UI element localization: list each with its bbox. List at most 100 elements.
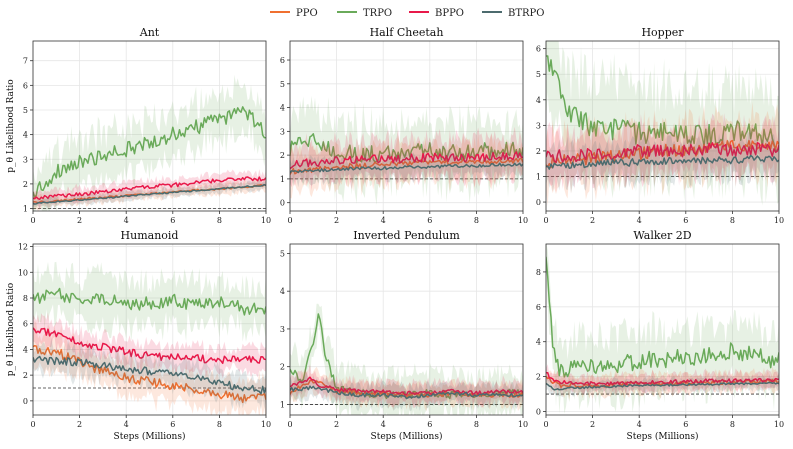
x-tick-label-2: 2 <box>77 420 82 429</box>
series-line-bppo-half-cheetah <box>290 151 523 170</box>
y-tick-label-2: 2 <box>23 371 28 380</box>
band-trpo-ant <box>33 74 266 211</box>
band-btrpo-humanoid <box>33 338 266 410</box>
x-tick-label-10: 10 <box>261 420 271 429</box>
series-line-bppo-ant <box>33 176 266 201</box>
x-tick-label-8: 8 <box>474 216 479 225</box>
series-line-btrpo-humanoid <box>33 355 266 395</box>
y-tick-label-4: 4 <box>280 104 285 113</box>
x-tick-label-10: 10 <box>518 420 528 429</box>
y-tick-label-4: 4 <box>280 287 285 296</box>
series-line-ppo-humanoid <box>33 344 266 404</box>
x-tick-label-2: 2 <box>334 420 339 429</box>
x-tick-label-10: 10 <box>774 420 784 429</box>
y-tick-label-2: 2 <box>536 147 541 156</box>
y-tick-label-4: 4 <box>536 96 541 105</box>
series-line-btrpo-hopper <box>546 154 779 170</box>
y-tick-label-6: 6 <box>23 320 28 329</box>
band-btrpo-half-cheetah <box>290 148 523 188</box>
x-tick-label-8: 8 <box>217 216 222 225</box>
x-axis-label-walker-2d: Steps (Millions) <box>627 431 699 442</box>
panel-title-ant: Ant <box>139 26 160 39</box>
plot-area-ant <box>33 74 266 211</box>
y-tick-label-3: 3 <box>280 127 285 136</box>
axes-frame-hopper <box>545 40 780 212</box>
y-tick-label-12: 12 <box>18 243 28 252</box>
y-tick-label-2: 2 <box>280 151 285 160</box>
y-tick-label-1: 1 <box>280 175 285 184</box>
y-tick-label-2: 2 <box>536 373 541 382</box>
series-line-bppo-humanoid <box>33 327 266 365</box>
axes-frame-half-cheetah <box>289 40 524 212</box>
series-line-btrpo-ant <box>33 183 266 205</box>
x-tick-label-0: 0 <box>287 216 292 225</box>
legend-label-ppo: PPO <box>296 8 318 19</box>
band-trpo-inverted-pendulum <box>290 303 523 415</box>
axes-frame-humanoid <box>32 243 267 416</box>
y-axis-label-humanoid: p_θ Likelihood Ratio <box>6 283 16 376</box>
y-tick-label-2: 2 <box>23 180 28 189</box>
x-tick-label-8: 8 <box>474 420 479 429</box>
x-tick-label-2: 2 <box>77 216 82 225</box>
y-tick-label-1: 1 <box>536 172 541 181</box>
series-line-trpo-humanoid <box>33 287 266 316</box>
x-tick-label-4: 4 <box>124 216 129 225</box>
axes-frame-inverted-pendulum <box>289 243 524 416</box>
x-tick-label-0: 0 <box>543 216 548 225</box>
band-trpo-hopper <box>546 41 779 206</box>
x-tick-label-10: 10 <box>518 216 528 225</box>
x-axis-label-humanoid: Steps (Millions) <box>114 431 186 442</box>
x-tick-label-6: 6 <box>427 420 432 429</box>
y-tick-label-5: 5 <box>280 80 285 89</box>
band-trpo-walker-2d <box>546 244 779 414</box>
y-tick-label-6: 6 <box>23 81 28 90</box>
x-tick-label-8: 8 <box>730 420 735 429</box>
y-tick-label-8: 8 <box>23 294 28 303</box>
series-line-btrpo-half-cheetah <box>290 162 523 174</box>
x-tick-label-6: 6 <box>683 420 688 429</box>
x-axis-label-inverted-pendulum: Steps (Millions) <box>371 431 443 442</box>
band-bppo-inverted-pendulum <box>290 364 523 408</box>
axes-frame-walker-2d <box>545 243 780 416</box>
y-tick-label-2: 2 <box>280 363 285 372</box>
y-tick-label-0: 0 <box>23 397 28 406</box>
x-tick-label-6: 6 <box>170 216 175 225</box>
panel-title-humanoid: Humanoid <box>121 229 179 242</box>
band-btrpo-inverted-pendulum <box>290 372 523 412</box>
legend: PPO TRPO BPPO BTRPO <box>270 8 544 19</box>
x-tick-label-8: 8 <box>217 420 222 429</box>
legend-label-bppo: BPPO <box>435 8 464 19</box>
series-line-bppo-walker-2d <box>546 371 779 386</box>
panel-title-inverted-pendulum: Inverted Pendulum <box>353 229 460 242</box>
y-tick-label-8: 8 <box>536 268 541 277</box>
legend-label-trpo: TRPO <box>363 8 392 19</box>
band-bppo-humanoid <box>33 312 266 379</box>
x-tick-label-4: 4 <box>381 216 386 225</box>
x-tick-label-0: 0 <box>30 216 35 225</box>
plot-area-hopper <box>546 41 779 207</box>
plot-area-inverted-pendulum <box>290 303 523 415</box>
x-tick-label-2: 2 <box>334 216 339 225</box>
x-tick-label-4: 4 <box>381 420 386 429</box>
panel-half-cheetah: 0 2 4 6 8 10 0 1 2 3 4 5 6 Half Cheetah <box>280 26 528 225</box>
band-ppo-inverted-pendulum <box>290 366 523 412</box>
y-tick-label-4: 4 <box>23 345 28 354</box>
panel-hopper: 0 2 4 6 8 10 0 1 2 3 4 5 6 Hopper <box>536 26 784 225</box>
y-tick-label-6: 6 <box>536 45 541 54</box>
panel-title-half-cheetah: Half Cheetah <box>370 26 444 39</box>
x-tick-label-2: 2 <box>590 420 595 429</box>
x-tick-label-2: 2 <box>590 216 595 225</box>
y-tick-label-7: 7 <box>23 57 28 66</box>
y-tick-label-3: 3 <box>280 325 285 334</box>
x-tick-label-0: 0 <box>543 420 548 429</box>
series-line-btrpo-inverted-pendulum <box>290 385 523 400</box>
x-tick-label-0: 0 <box>287 420 292 429</box>
plot-area-half-cheetah <box>290 95 523 205</box>
y-tick-label-0: 0 <box>536 198 541 207</box>
y-tick-label-3: 3 <box>536 121 541 130</box>
series-line-ppo-walker-2d <box>546 375 779 389</box>
y-tick-label-3: 3 <box>23 155 28 164</box>
